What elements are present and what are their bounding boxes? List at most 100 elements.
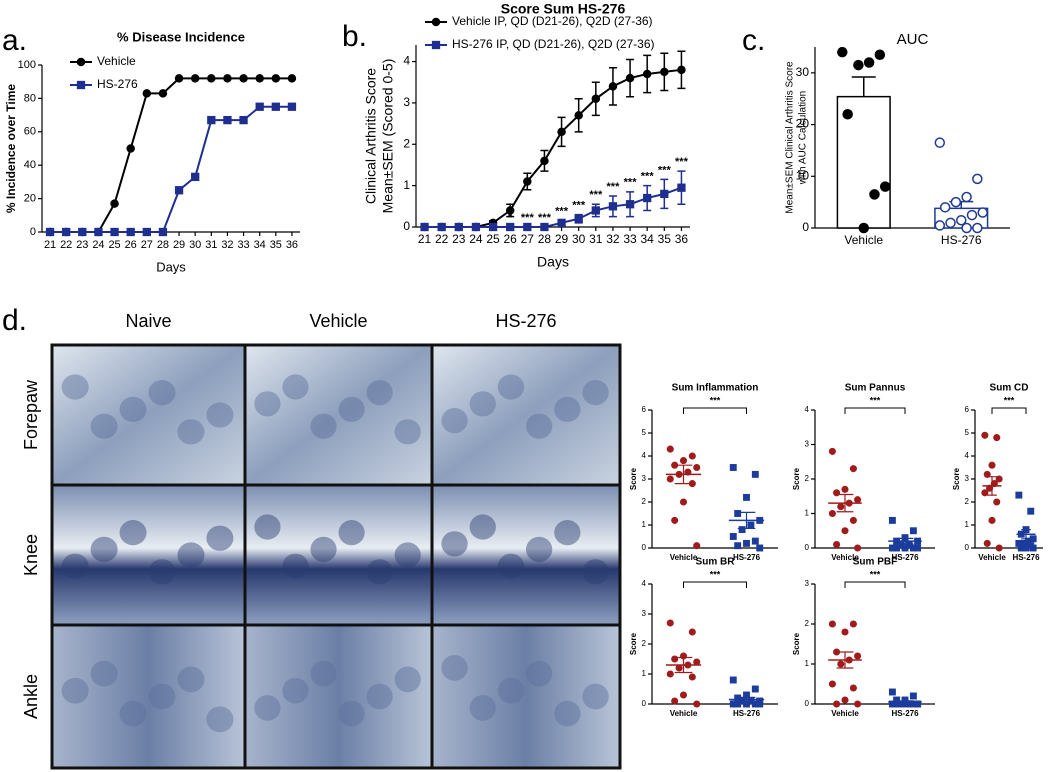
chart-title: Score Sum HS-276 xyxy=(501,1,626,17)
data-point xyxy=(729,676,737,684)
x-tick-label: 28 xyxy=(538,232,552,246)
data-point xyxy=(287,74,297,83)
data-point xyxy=(981,431,989,439)
legend-marker xyxy=(76,80,86,90)
tissue-structure xyxy=(366,380,393,406)
data-point xyxy=(993,434,1001,442)
data-point xyxy=(574,111,583,120)
y-axis-label: Mean±SEM (Scored 0-5) xyxy=(380,59,396,214)
x-tick-label: 33 xyxy=(237,239,249,251)
tissue-structure xyxy=(366,559,393,585)
y-tick-label: 1 xyxy=(642,520,647,529)
column-label: Vehicle xyxy=(309,311,367,331)
error-bar xyxy=(674,656,693,674)
tissue-structure xyxy=(282,374,309,400)
x-tick-label: HS-276 xyxy=(1012,553,1040,562)
tissue-structure xyxy=(394,542,421,568)
data-point xyxy=(837,46,848,58)
y-tick-label: 0 xyxy=(642,543,647,552)
data-point xyxy=(174,74,184,83)
data-point xyxy=(488,222,498,232)
data-point xyxy=(879,181,891,192)
y-tick-label: 4 xyxy=(965,451,970,460)
y-tick-label: 1 xyxy=(403,178,410,192)
significance-label: *** xyxy=(521,212,535,224)
data-point xyxy=(1027,507,1035,515)
y-tick-label: 2 xyxy=(965,497,970,506)
x-tick-label: 27 xyxy=(521,232,535,246)
tissue-structure xyxy=(61,553,89,579)
data-point xyxy=(751,537,759,545)
data-point xyxy=(506,222,515,232)
data-point xyxy=(837,660,845,668)
row-label: Knee xyxy=(21,534,41,576)
chart-title: Sum Inflammation xyxy=(672,383,759,394)
x-tick-label: 22 xyxy=(60,239,72,251)
x-tick-label: HS-276 xyxy=(733,709,761,718)
tissue-structure xyxy=(469,695,496,721)
column-label: Naive xyxy=(125,311,171,331)
data-point xyxy=(110,227,119,237)
significance-label: *** xyxy=(675,156,689,168)
data-point xyxy=(934,220,946,231)
data-point xyxy=(909,692,917,700)
y-tick-label: 1 xyxy=(805,659,810,668)
tissue-structure xyxy=(366,683,393,710)
data-point xyxy=(743,493,750,501)
data-point xyxy=(828,680,836,688)
significance-label: *** xyxy=(538,212,552,224)
significance-label: *** xyxy=(710,569,721,579)
y-tick-label: 6 xyxy=(642,405,647,414)
data-point xyxy=(591,206,600,215)
data-point xyxy=(666,670,674,678)
data-point xyxy=(828,509,836,518)
significance-label: *** xyxy=(555,206,569,218)
y-tick-label: 3 xyxy=(805,440,810,449)
significance-label: *** xyxy=(607,181,621,193)
data-point xyxy=(934,137,946,148)
data-point xyxy=(966,209,978,221)
data-point xyxy=(972,173,983,185)
tissue-structure xyxy=(90,660,118,687)
data-point xyxy=(126,144,135,153)
x-tick-label: 29 xyxy=(173,239,185,251)
y-tick-label: 5 xyxy=(642,428,647,437)
data-point xyxy=(660,67,669,77)
data-point xyxy=(677,65,686,75)
data-point xyxy=(287,102,297,111)
tissue-structure xyxy=(148,559,176,585)
tissue-structure xyxy=(497,374,525,400)
x-tick-label: 24 xyxy=(92,239,104,251)
data-point xyxy=(914,544,922,552)
error-bar xyxy=(896,537,914,545)
y-tick-label: 0 xyxy=(805,543,810,552)
data-point xyxy=(608,202,618,211)
histology-image xyxy=(243,343,434,487)
x-tick-label: 23 xyxy=(76,239,88,251)
significance-label: *** xyxy=(710,395,721,405)
histology-image xyxy=(50,343,247,487)
data-point xyxy=(693,700,701,708)
data-point xyxy=(853,59,864,71)
data-point xyxy=(961,222,972,234)
significance-label: *** xyxy=(1004,395,1015,405)
tissue-structure xyxy=(394,419,421,445)
x-tick-label: 31 xyxy=(589,232,603,246)
significance-label: *** xyxy=(658,164,672,176)
panel-label: d. xyxy=(2,304,27,337)
data-point xyxy=(693,463,701,472)
data-point xyxy=(671,697,679,705)
error-bar xyxy=(836,493,854,513)
tissue-structure xyxy=(526,660,553,687)
y-tick-label: 4 xyxy=(642,579,647,588)
data-point xyxy=(983,539,991,547)
x-tick-label: Vehicle xyxy=(831,553,859,562)
data-point xyxy=(854,496,862,504)
data-point xyxy=(869,189,880,200)
data-point xyxy=(688,452,696,460)
data-point xyxy=(849,516,857,524)
data-point xyxy=(854,700,862,708)
data-point xyxy=(993,498,1001,506)
significance-label: *** xyxy=(572,199,586,211)
